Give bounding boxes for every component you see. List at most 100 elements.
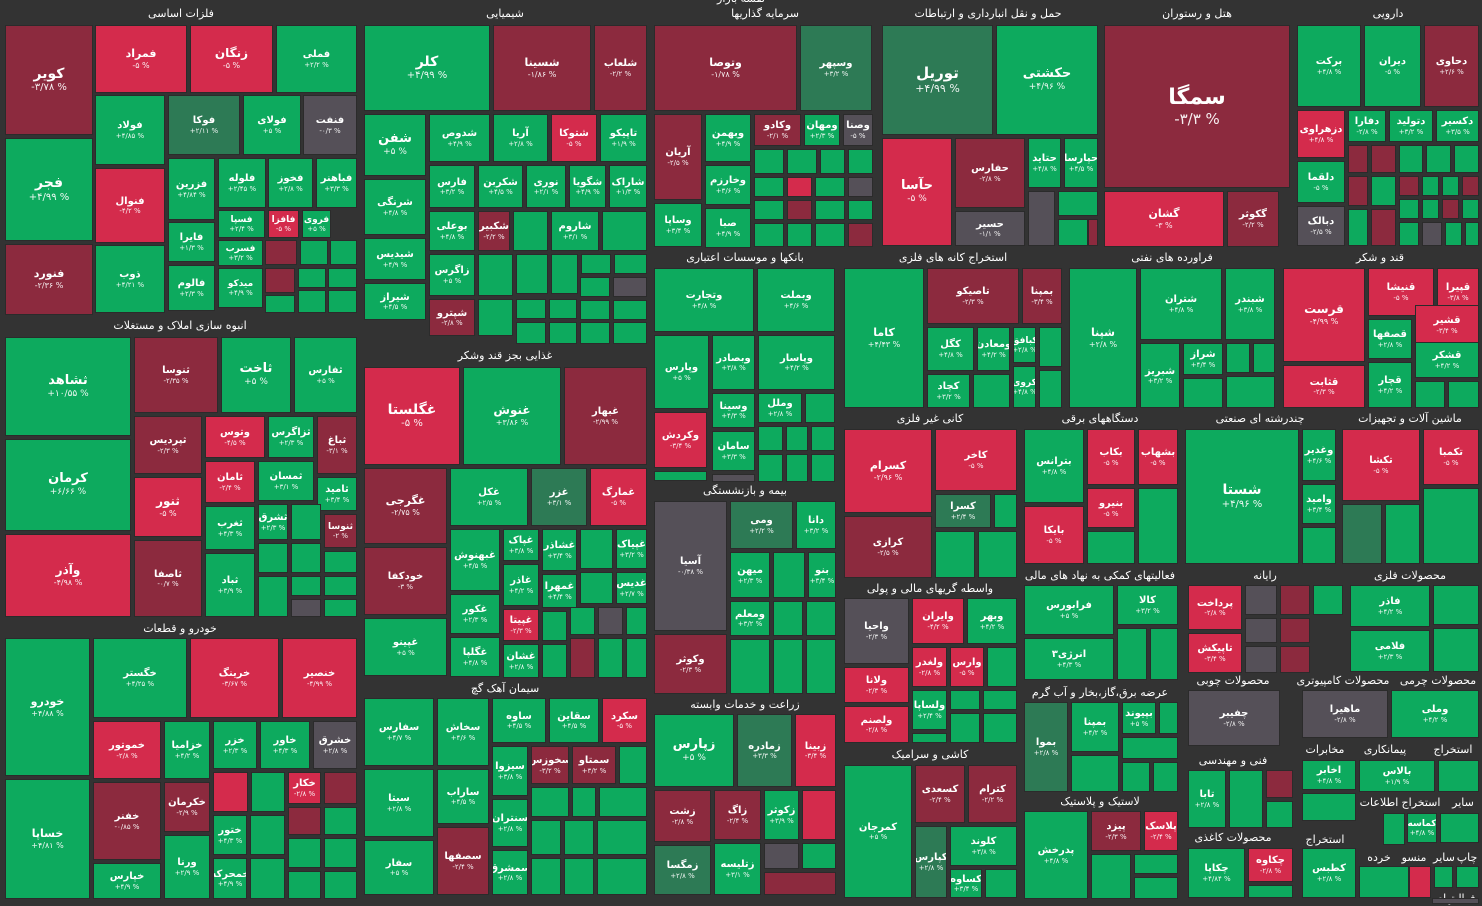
stock-tile[interactable]: شسینا -۱/۸۶ % <box>493 25 591 111</box>
stock-tile-small[interactable] <box>542 644 567 678</box>
stock-tile[interactable]: دزهراوی +۴/۸ % <box>1297 110 1345 158</box>
stock-tile-small[interactable] <box>598 638 623 678</box>
stock-tile[interactable]: فلوله +۲/۴۵ % <box>218 158 266 208</box>
stock-tile[interactable]: ساراب +۴/۵ % <box>437 769 489 824</box>
stock-tile[interactable]: سمشرق+۲/۸ % <box>492 850 528 895</box>
stock-tile[interactable]: تکشا -۵ % <box>1342 429 1420 501</box>
stock-tile[interactable]: چکاپا +۴/۸۴ % <box>1188 848 1245 898</box>
stock-tile-small[interactable] <box>815 223 845 247</box>
stock-tile-small[interactable] <box>983 713 1017 743</box>
stock-tile-small[interactable] <box>1442 199 1459 219</box>
stock-tile-small[interactable] <box>1445 222 1462 246</box>
stock-tile[interactable]: غبهنوش +۴/۵ % <box>450 529 500 591</box>
stock-tile[interactable]: خشرق +۲/۸ % <box>313 721 357 769</box>
stock-tile[interactable]: قشیر -۳/۴ % <box>1415 305 1479 345</box>
stock-tile[interactable]: غپیاک +۳/۲ % <box>616 529 647 569</box>
stock-tile-small[interactable] <box>820 149 845 174</box>
stock-tile[interactable]: وارس -۵ % <box>950 647 984 687</box>
stock-tile[interactable]: دحاوی +۲/۶ % <box>1424 25 1479 107</box>
stock-tile[interactable]: شیدیس +۴/۹ % <box>364 238 426 280</box>
stock-tile[interactable]: فاذر +۴/۲ % <box>1350 585 1430 627</box>
stock-tile-small[interactable] <box>265 295 295 313</box>
stock-tile[interactable]: سمگا -۳/۳ % <box>1104 25 1290 188</box>
stock-tile[interactable]: ثنوسا -۲ % <box>324 514 357 548</box>
stock-tile-small[interactable] <box>300 240 328 265</box>
stock-tile-small[interactable] <box>1433 585 1479 625</box>
stock-tile[interactable]: زبینا -۳/۴ % <box>795 714 836 787</box>
stock-tile[interactable]: ثباد +۳/۹ % <box>205 553 255 617</box>
stock-tile-small[interactable] <box>764 843 799 869</box>
stock-tile[interactable]: تاصیکو -۲/۳ % <box>927 268 1019 324</box>
stock-tile-small[interactable] <box>1462 176 1479 196</box>
stock-tile-small[interactable] <box>1280 646 1310 673</box>
stock-tile-small[interactable] <box>848 223 873 247</box>
stock-tile[interactable]: کلر +۴/۹۹ % <box>364 25 490 111</box>
stock-tile-small[interactable] <box>581 254 611 274</box>
stock-tile-small[interactable] <box>551 254 578 294</box>
stock-tile-small[interactable] <box>654 471 707 481</box>
stock-tile-small[interactable] <box>1058 219 1088 246</box>
stock-tile-small[interactable] <box>1422 176 1439 196</box>
stock-tile-small[interactable] <box>1266 801 1293 828</box>
stock-tile-small[interactable] <box>324 871 357 899</box>
stock-tile[interactable]: وخارزم +۳/۶ % <box>705 165 751 205</box>
stock-tile-small[interactable] <box>265 240 297 265</box>
stock-tile-small[interactable] <box>549 322 577 344</box>
stock-tile[interactable]: توریل +۴/۹۹ % <box>882 25 993 135</box>
stock-tile-small[interactable] <box>324 551 357 573</box>
stock-tile[interactable]: شیراز +۴/۵ % <box>364 283 426 320</box>
stock-tile-small[interactable] <box>712 474 755 482</box>
stock-tile[interactable]: فباهنر +۳/۳ % <box>316 158 357 208</box>
stock-tile[interactable]: کمرجان +۵ % <box>844 765 912 898</box>
stock-tile-small[interactable] <box>570 607 595 635</box>
stock-tile-small[interactable] <box>324 838 357 868</box>
stock-tile[interactable]: فسرب +۳/۲ % <box>218 240 263 266</box>
stock-tile[interactable]: وساپا +۳/۴ % <box>654 203 702 247</box>
stock-tile-small[interactable] <box>1159 702 1178 734</box>
stock-tile-small[interactable] <box>764 872 836 895</box>
stock-tile[interactable]: دتولید +۳/۲ % <box>1389 110 1433 142</box>
stock-tile[interactable]: کلوند +۳/۸ % <box>950 826 1017 866</box>
stock-tile[interactable]: کچاد +۳/۲ % <box>927 374 970 408</box>
stock-tile[interactable]: وغدیر +۴/۶ % <box>1302 429 1336 481</box>
stock-tile-small[interactable] <box>985 869 1017 898</box>
stock-tile[interactable]: وپاسار +۴/۲ % <box>758 335 835 390</box>
stock-tile[interactable]: غدیس +۲/۷ % <box>616 572 647 604</box>
stock-tile[interactable]: ثپردیس -۲/۳ % <box>134 416 202 474</box>
stock-tile-small[interactable] <box>848 200 873 220</box>
stock-tile[interactable]: فروی +۵ % <box>302 210 331 238</box>
stock-tile-small[interactable] <box>1245 618 1277 643</box>
stock-tile-small[interactable] <box>983 690 1017 710</box>
stock-tile-small[interactable] <box>1432 898 1479 904</box>
stock-tile-small[interactable] <box>258 543 288 573</box>
stock-tile[interactable]: دفارا -۲/۸ % <box>1348 110 1386 142</box>
stock-tile[interactable]: شگویا +۴/۹ % <box>569 165 606 208</box>
stock-tile-small[interactable] <box>580 277 610 297</box>
stock-tile[interactable]: شتران +۴/۸ % <box>1140 268 1222 340</box>
stock-tile-small[interactable] <box>1342 504 1382 564</box>
stock-tile-small[interactable] <box>258 576 288 617</box>
stock-tile[interactable]: زشت -۲/۸ % <box>654 790 711 842</box>
stock-tile[interactable]: غشان +۲/۸ % <box>503 644 539 678</box>
stock-tile-small[interactable] <box>1422 199 1439 219</box>
stock-tile[interactable]: ورنا +۲/۹ % <box>164 835 210 899</box>
stock-tile-small[interactable] <box>811 454 835 482</box>
stock-tile[interactable]: خاور +۴/۳ % <box>260 721 310 769</box>
stock-tile-small[interactable] <box>531 787 569 817</box>
stock-tile-small[interactable] <box>973 374 1010 408</box>
stock-tile[interactable]: ذوب +۴/۲۱ % <box>95 245 165 313</box>
stock-tile-small[interactable] <box>1448 381 1479 408</box>
stock-tile-small[interactable] <box>806 639 836 694</box>
stock-tile[interactable]: بترانس +۴/۸ % <box>1024 429 1084 503</box>
stock-tile-small[interactable] <box>1226 343 1250 373</box>
stock-tile[interactable]: شرنگی +۴/۸ % <box>364 179 426 235</box>
stock-tile-small[interactable] <box>773 552 805 598</box>
stock-tile[interactable]: سامان +۳/۳ % <box>712 431 755 471</box>
stock-tile-small[interactable] <box>1122 762 1150 792</box>
stock-tile-small[interactable] <box>1122 737 1178 759</box>
stock-tile[interactable]: فنفت -۰/۳ % <box>303 95 357 155</box>
stock-tile[interactable]: شستا +۴/۹۶ % <box>1185 429 1299 564</box>
stock-tile[interactable]: شکربن +۴/۵ % <box>478 165 523 208</box>
stock-tile[interactable]: زپارس +۵ % <box>654 714 734 787</box>
stock-tile[interactable]: ثمسان +۳/۱ % <box>258 461 314 501</box>
